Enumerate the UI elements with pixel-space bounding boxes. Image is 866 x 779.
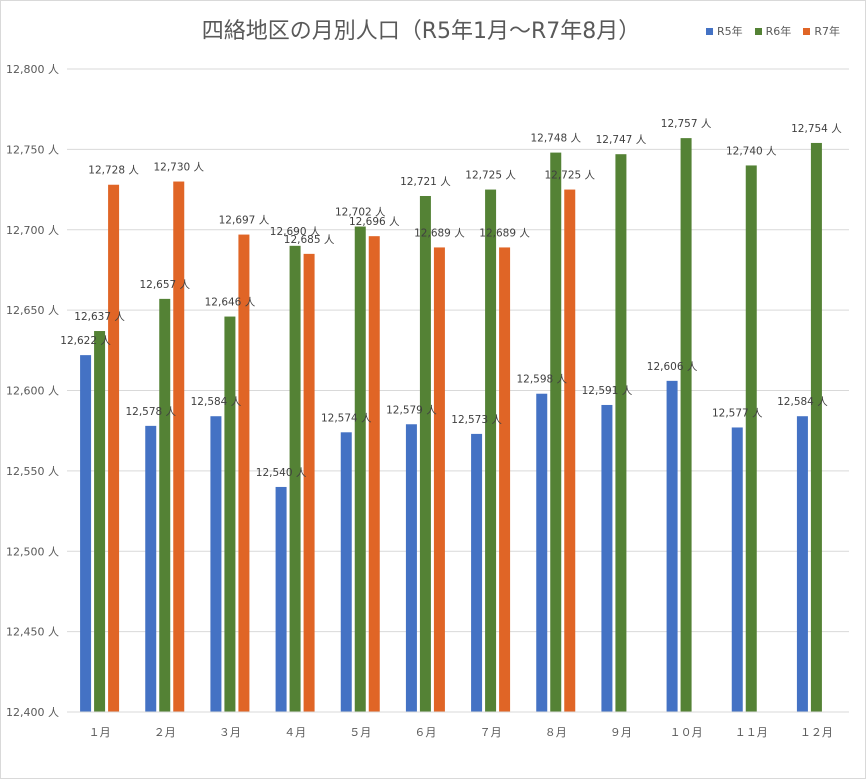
data-label: 12,689 人 <box>414 227 465 239</box>
data-label: 12,540 人 <box>256 467 307 479</box>
bar-R5年-６月 <box>405 424 417 712</box>
data-label: 12,690 人 <box>270 226 321 238</box>
y-tick-label: 12,650 人 <box>6 304 59 317</box>
bar-R7年-４月 <box>303 253 315 713</box>
bar-R5年-５月 <box>340 432 352 712</box>
data-label: 12,573 人 <box>451 414 502 426</box>
data-label: 12,721 人 <box>400 176 451 188</box>
data-label: 12,702 人 <box>335 207 386 219</box>
legend-swatch <box>803 27 811 35</box>
bar-R7年-５月 <box>368 236 380 712</box>
data-label: 12,697 人 <box>219 215 270 227</box>
x-tick-label: ３月 <box>219 726 241 739</box>
y-tick-label: 12,700 人 <box>6 224 59 237</box>
data-label: 12,657 人 <box>139 279 190 291</box>
bar-R6年-１０月 <box>680 138 692 712</box>
data-label: 12,696 人 <box>349 216 400 228</box>
bar-R6年-７月 <box>485 189 497 712</box>
bar-R7年-８月 <box>564 189 576 712</box>
data-label: 12,685 人 <box>284 234 335 246</box>
bar-R6年-８月 <box>550 152 562 713</box>
data-label: 12,725 人 <box>544 170 595 182</box>
x-tick-label: ７月 <box>480 726 502 739</box>
bar-R7年-６月 <box>433 247 445 712</box>
x-tick-label: ２月 <box>154 726 176 739</box>
legend-swatch <box>706 27 713 35</box>
bar-R7年-３月 <box>238 234 250 712</box>
data-label: 12,646 人 <box>205 297 256 309</box>
data-label: 12,728 人 <box>88 165 139 177</box>
bar-R5年-２月 <box>145 425 157 712</box>
y-tick-label: 12,500 人 <box>6 545 59 558</box>
bar-R5年-４月 <box>275 486 287 712</box>
data-label: 12,577 人 <box>712 407 763 419</box>
data-label: 12,584 人 <box>777 396 828 408</box>
y-tick-label: 12,800 人 <box>6 63 59 76</box>
bar-R5年-８月 <box>536 393 548 712</box>
bar-R5年-１１月 <box>731 427 743 712</box>
y-tick-label: 12,400 人 <box>6 706 59 719</box>
bar-R6年-１月 <box>94 331 106 712</box>
x-tick-label: １０月 <box>670 726 703 739</box>
legend-label: R5年 <box>717 25 743 38</box>
data-label: 12,740 人 <box>726 145 777 157</box>
x-tick-label: ４月 <box>284 726 306 739</box>
x-tick-label: ６月 <box>414 726 436 739</box>
chart-title: 四絡地区の月別人口（R5年1月～R7年8月） <box>201 19 641 44</box>
y-tick-label: 12,600 人 <box>6 385 59 398</box>
x-tick-label: ８月 <box>545 726 567 739</box>
legend-swatch <box>754 27 762 35</box>
data-label: 12,584 人 <box>191 396 242 408</box>
bar-R6年-９月 <box>615 154 627 712</box>
bar-R6年-５月 <box>354 226 366 712</box>
legend-label: R6年 <box>765 25 792 38</box>
bar-R7年-１月 <box>108 184 120 713</box>
y-tick-label: 12,750 人 <box>6 143 59 156</box>
data-label: 12,754 人 <box>791 123 842 135</box>
data-label: 12,579 人 <box>386 404 437 416</box>
data-label: 12,725 人 <box>465 170 516 182</box>
bar-R5年-３月 <box>210 416 222 712</box>
bar-R5年-１０月 <box>666 380 678 712</box>
legend-label: R7年 <box>814 25 840 38</box>
data-label: 12,606 人 <box>647 361 698 373</box>
bar-R6年-３月 <box>224 316 236 712</box>
data-label: 12,637 人 <box>74 311 125 323</box>
x-tick-label: ９月 <box>610 726 632 739</box>
legend-item: R5年 <box>706 23 743 39</box>
x-tick-label: ５月 <box>349 726 371 739</box>
bar-R5年-１月 <box>80 355 92 712</box>
legend-item: R7年 <box>803 23 840 39</box>
bar-R7年-２月 <box>173 181 185 712</box>
x-tick-label: １１月 <box>735 726 768 739</box>
bar-R6年-１２月 <box>810 142 822 712</box>
data-label: 12,574 人 <box>321 412 372 424</box>
y-tick-label: 12,450 人 <box>6 626 59 639</box>
data-label: 12,598 人 <box>516 374 567 386</box>
data-label: 12,622 人 <box>60 335 111 347</box>
bar-R6年-１１月 <box>745 165 757 712</box>
bar-R5年-７月 <box>471 433 483 712</box>
bar-R6年-２月 <box>159 298 171 712</box>
legend-item: R6年 <box>754 23 792 39</box>
data-label: 12,757 人 <box>661 118 712 130</box>
y-tick-label: 12,550 人 <box>6 465 59 478</box>
bar-R6年-６月 <box>419 195 431 712</box>
data-label: 12,591 人 <box>582 385 633 397</box>
bar-R5年-１２月 <box>796 416 808 712</box>
x-tick-label: １月 <box>89 726 111 739</box>
data-label: 12,578 人 <box>125 406 176 418</box>
data-label: 12,730 人 <box>153 162 204 174</box>
legend: R5年 R6年 R7年 <box>706 23 840 39</box>
bar-R6年-４月 <box>289 245 301 712</box>
bar-R7年-７月 <box>499 247 511 712</box>
data-label: 12,748 人 <box>530 133 581 145</box>
x-tick-label: １２月 <box>800 726 833 739</box>
bar-R5年-９月 <box>601 404 613 712</box>
data-label: 12,689 人 <box>479 227 530 239</box>
data-label: 12,747 人 <box>596 134 647 146</box>
